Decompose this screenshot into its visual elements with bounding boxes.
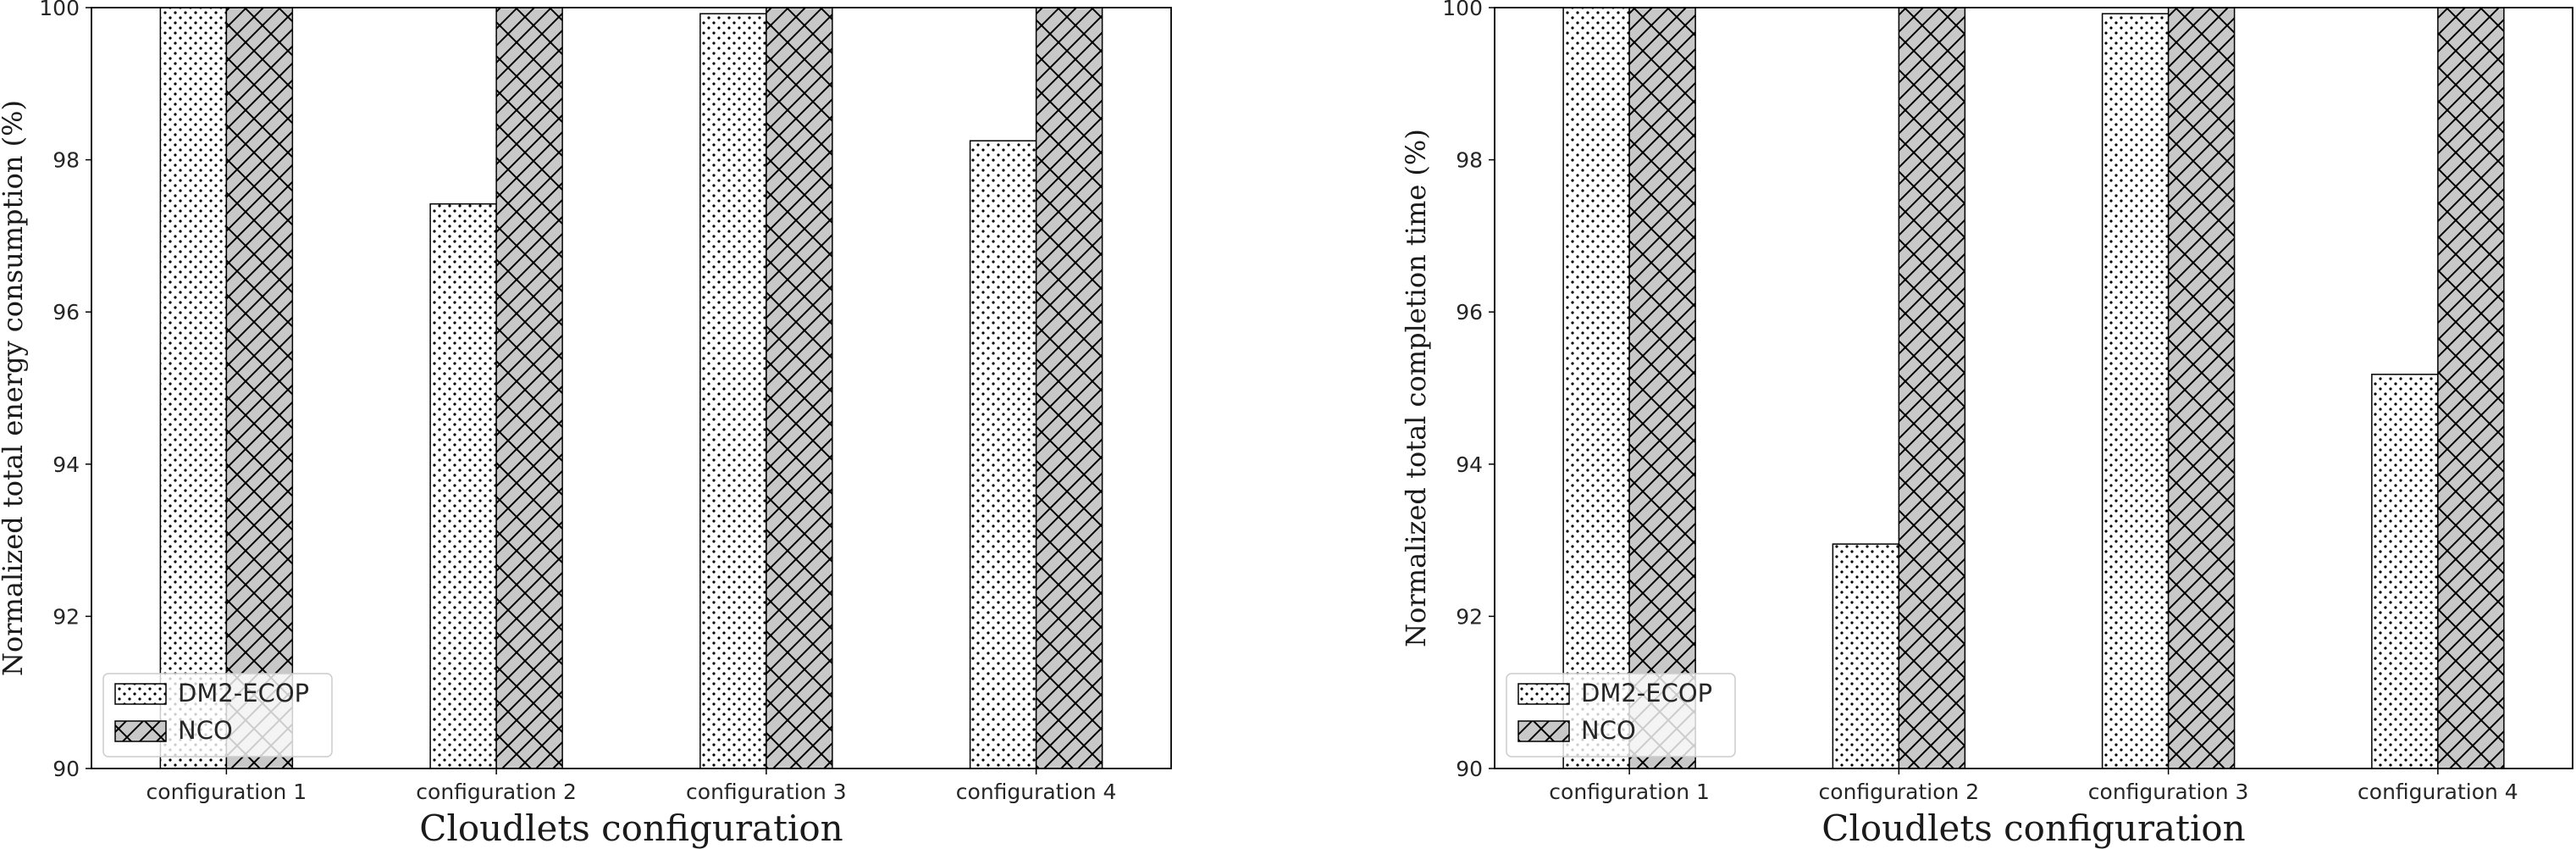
legend-swatch-nco	[1517, 720, 1570, 742]
bar-dm2-ecop-4	[969, 140, 1037, 769]
bar-nco-4	[1035, 8, 1103, 769]
x-tick-label: configuration 4	[956, 780, 1117, 804]
y-axis-title: Normalized total completion time (%)	[1400, 129, 1432, 647]
x-axis-title: Cloudlets configuration	[419, 807, 843, 849]
bar-dm2-ecop-1	[159, 8, 228, 769]
x-tick-label: configuration 4	[2358, 780, 2518, 804]
bar-dm2-ecop-1	[1562, 8, 1630, 769]
x-tick-label: configuration 2	[1819, 780, 1980, 804]
y-tick-label: 96	[1456, 300, 1483, 325]
x-tick-label: configuration 3	[686, 780, 847, 804]
legend-label-dm2-ecop: DM2-ECOP	[1581, 679, 1712, 708]
y-tick-label: 98	[53, 148, 80, 173]
x-tick-label: configuration 2	[416, 780, 577, 804]
y-tick-label: 90	[53, 757, 80, 781]
x-axis-title: Cloudlets configuration	[1821, 807, 2245, 849]
axes-frame	[1494, 7, 2573, 769]
bar-dm2-ecop-2	[429, 203, 497, 769]
bar-nco-4	[2437, 8, 2505, 769]
y-tick-label: 90	[1456, 757, 1483, 781]
bar-nco-1	[225, 8, 294, 769]
bars-group	[159, 8, 1103, 769]
legend-swatch-dm2-ecop	[114, 683, 167, 705]
bar-nco-1	[1628, 8, 1696, 769]
y-tick-label: 98	[1456, 148, 1483, 173]
legend-swatch-dm2-ecop	[1517, 683, 1570, 705]
y-tick-label: 92	[1456, 604, 1483, 629]
bar-nco-3	[2167, 8, 2236, 769]
bar-nco-2	[1898, 8, 1966, 769]
x-tick-label: configuration 3	[2088, 780, 2249, 804]
legend-label-dm2-ecop: DM2-ECOP	[178, 679, 309, 708]
y-tick-label: 92	[53, 604, 80, 629]
y-tick-label: 100	[1442, 0, 1483, 20]
y-tick-label: 94	[1456, 452, 1483, 477]
legend-label-nco: NCO	[178, 716, 233, 745]
bar-nco-2	[495, 8, 563, 769]
energy-consumption-chart: configuration 1 configuration 2 configurat…	[0, 0, 1172, 849]
legend: DM2-ECOP NCO	[1506, 673, 1736, 757]
bar-dm2-ecop-3	[699, 13, 767, 769]
bar-nco-3	[766, 8, 833, 769]
legend: DM2-ECOP NCO	[102, 673, 333, 757]
x-tick-label: configuration 1	[146, 780, 307, 804]
legend-swatch-nco	[114, 720, 167, 742]
y-tick-label: 96	[53, 300, 80, 325]
y-axis-title: Normalized total energy consumption (%)	[0, 100, 29, 676]
axes-frame	[91, 7, 1172, 769]
bar-dm2-ecop-2	[1832, 543, 1900, 769]
x-tick-label: configuration 1	[1549, 780, 1710, 804]
y-tick-label: 94	[53, 452, 80, 477]
bars-group	[1562, 8, 2505, 769]
y-tick-label: 100	[39, 0, 80, 20]
completion-time-chart: configuration 1 configuration 2 configurat…	[1400, 0, 2573, 849]
bar-dm2-ecop-4	[2371, 374, 2439, 769]
legend-label-nco: NCO	[1581, 716, 1636, 745]
bar-dm2-ecop-3	[2101, 13, 2170, 769]
